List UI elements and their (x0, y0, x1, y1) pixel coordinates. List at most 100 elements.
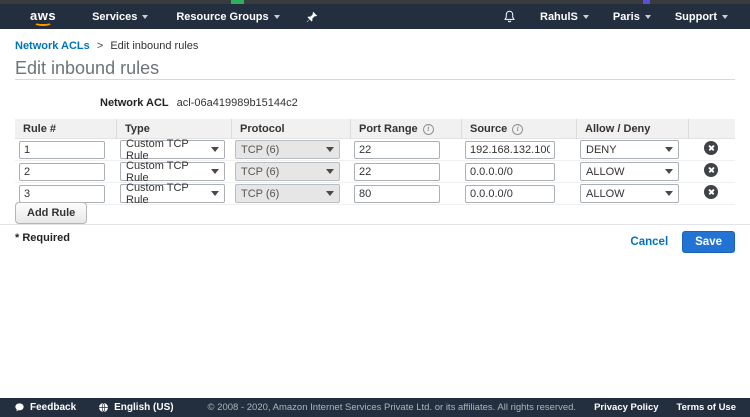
chevron-down-icon (582, 15, 589, 19)
nav-services-label: Services (92, 10, 138, 23)
breadcrumb-current: Edit inbound rules (110, 40, 199, 52)
aws-logo-text: aws (30, 7, 57, 23)
pushpin-icon[interactable] (306, 11, 318, 23)
network-acl-id: acl-06a419989b15144c2 (176, 97, 298, 109)
info-icon[interactable]: i (422, 123, 434, 135)
bottom-divider (0, 224, 750, 225)
info-icon[interactable]: i (512, 123, 524, 135)
type-select-value: Custom TCP Rule (126, 159, 189, 184)
allow-deny-select-value: ALLOW (586, 165, 625, 178)
nav-support-menu[interactable]: Support (675, 11, 728, 23)
page-title: Edit inbound rules (15, 58, 160, 78)
source-input[interactable] (465, 184, 555, 203)
header-port-range-label: Port Range (359, 123, 418, 135)
feedback-speech-icon (15, 403, 24, 412)
rule-number-input[interactable] (19, 184, 105, 203)
chevron-down-icon (644, 15, 651, 19)
table-row: Custom TCP Rule TCP (6) ALLOW (15, 159, 735, 184)
aws-logo-smile-icon (34, 20, 53, 26)
allow-deny-select-value: DENY (586, 143, 617, 156)
protocol-select[interactable]: TCP (6) (235, 140, 340, 159)
top-navigation-bar: aws Services Resource Groups RahulS Pari… (0, 4, 750, 29)
delete-rule-button[interactable] (704, 141, 718, 155)
select-caret-icon (665, 169, 673, 174)
aws-logo[interactable]: aws (30, 8, 56, 26)
allow-deny-select[interactable]: ALLOW (580, 162, 679, 181)
add-rule-button[interactable]: Add Rule (15, 202, 88, 224)
nav-user-label: RahulS (540, 10, 578, 23)
required-note: * Required (15, 232, 71, 244)
nav-resource-groups-menu[interactable]: Resource Groups (176, 10, 280, 23)
action-bar: Cancel Save (630, 231, 735, 253)
select-caret-icon (326, 191, 334, 196)
protocol-select-value: TCP (6) (241, 165, 280, 178)
delete-rule-button[interactable] (704, 163, 718, 177)
inbound-rules-table: Rule # Type Protocol Port Range i Source… (15, 119, 735, 206)
select-caret-icon (326, 147, 334, 152)
nav-support-label: Support (674, 10, 717, 23)
allow-deny-select-value: ALLOW (586, 187, 625, 200)
chevron-down-icon (142, 15, 149, 19)
protocol-select-value: TCP (6) (241, 187, 280, 200)
pushpin-icon-glyph (306, 11, 317, 22)
topnav-right-group: RahulS Paris Support (503, 10, 728, 23)
port-range-input[interactable] (354, 184, 440, 203)
header-source: Source i (461, 119, 576, 139)
breadcrumb: Network ACLs > Edit inbound rules (15, 40, 198, 52)
delete-rule-button[interactable] (704, 185, 718, 199)
header-type: Type (116, 119, 231, 139)
title-divider (15, 79, 735, 80)
chevron-down-icon (273, 15, 280, 19)
type-select[interactable]: Custom TCP Rule (120, 137, 225, 162)
table-row: Custom TCP Rule TCP (6) DENY (15, 137, 735, 162)
nav-region-label: Paris (612, 10, 640, 23)
nav-region-menu[interactable]: Paris (613, 11, 651, 23)
privacy-policy-link[interactable]: Privacy Policy (594, 402, 659, 413)
table-header-row: Rule # Type Protocol Port Range i Source… (15, 119, 735, 139)
bell-icon-glyph (504, 10, 515, 23)
breadcrumb-separator: > (96, 40, 104, 52)
browser-tab-mark-2 (643, 0, 650, 4)
breadcrumb-network-acls-link[interactable]: Network ACLs (15, 40, 90, 52)
terms-of-use-link[interactable]: Terms of Use (676, 402, 736, 413)
header-port-range: Port Range i (350, 119, 461, 139)
header-rule-number: Rule # (23, 123, 57, 135)
language-label: English (US) (114, 402, 174, 413)
rule-number-input[interactable] (19, 140, 105, 159)
header-allow-deny: Allow / Deny (576, 119, 688, 139)
source-input[interactable] (465, 162, 555, 181)
browser-chrome-strip (0, 0, 750, 4)
chevron-down-icon (722, 15, 728, 19)
footer-bar: Feedback English (US) © 2008 - 2020, Ama… (0, 398, 750, 417)
header-protocol: Protocol (231, 119, 350, 139)
select-caret-icon (211, 191, 219, 196)
source-input[interactable] (465, 140, 555, 159)
protocol-select[interactable]: TCP (6) (235, 184, 340, 203)
footer-left-group: Feedback English (US) (14, 402, 174, 413)
select-caret-icon (665, 147, 673, 152)
save-button[interactable]: Save (682, 231, 735, 253)
allow-deny-select[interactable]: DENY (580, 140, 679, 159)
nav-user-menu[interactable]: RahulS (540, 11, 589, 23)
type-select-value: Custom TCP Rule (126, 137, 189, 162)
rule-number-input[interactable] (19, 162, 105, 181)
feedback-label: Feedback (30, 402, 77, 413)
select-caret-icon (665, 191, 673, 196)
protocol-select[interactable]: TCP (6) (235, 162, 340, 181)
cancel-button[interactable]: Cancel (630, 236, 669, 248)
nav-resource-groups-label: Resource Groups (176, 10, 269, 23)
type-select[interactable]: Custom TCP Rule (120, 181, 225, 206)
notifications-bell-icon[interactable] (503, 10, 516, 23)
port-range-input[interactable] (354, 162, 440, 181)
copyright-text: © 2008 - 2020, Amazon Internet Services … (207, 402, 577, 413)
select-caret-icon (211, 147, 219, 152)
nav-services-menu[interactable]: Services (92, 10, 149, 23)
network-acl-label: Network ACL (100, 97, 169, 109)
language-selector[interactable]: English (US) (98, 402, 174, 413)
globe-icon (99, 402, 109, 413)
allow-deny-select[interactable]: ALLOW (580, 184, 679, 203)
port-range-input[interactable] (354, 140, 440, 159)
feedback-button[interactable]: Feedback (14, 402, 76, 413)
type-select-value: Custom TCP Rule (126, 181, 189, 206)
type-select[interactable]: Custom TCP Rule (120, 159, 225, 184)
